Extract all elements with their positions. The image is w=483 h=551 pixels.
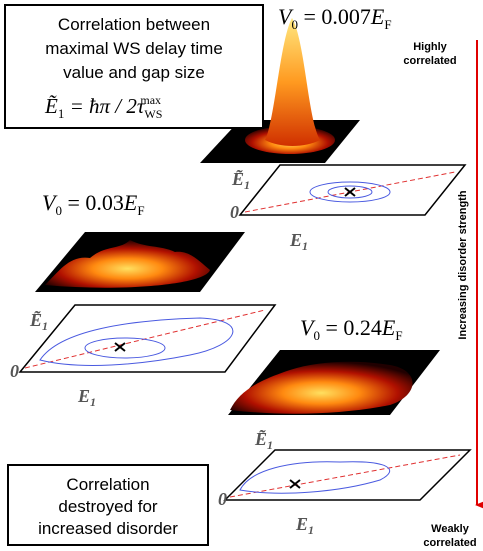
label-symbol: V [278,4,294,29]
contour [309,181,391,203]
label-value: = 0.007 [298,4,371,29]
label-value: = 0.03 [62,190,124,215]
label-sub: 0 [55,203,62,218]
note: Highly [413,41,447,53]
contour-plane [18,304,277,373]
label-symbol: V [42,190,58,215]
formula-symbol: Ẽ [44,94,58,118]
label-unit: E [381,315,396,340]
box-line: maximal WS delay time [45,39,223,58]
axis-symbol: Ẽ [29,310,42,330]
diagonal [229,454,461,498]
note: correlated [403,55,456,67]
contour [84,337,166,359]
x-axis-label: E1 [289,230,308,253]
box-line: Correlation [66,475,149,494]
x-axis-label: E1 [295,514,314,537]
box-line: destroyed for [58,497,158,516]
label-unit-sub: F [137,203,144,218]
origin-label: 0 [218,489,227,509]
formula-sub: WS [144,107,162,121]
axis-symbol: E [295,514,308,534]
contour-plane [223,449,472,501]
info-box [4,4,264,129]
box-line: Correlation between [58,15,210,34]
origin-label: 0 [230,202,239,222]
contour [239,461,391,494]
formula-sub: 1 [58,106,65,121]
label-unit-sub: F [395,328,402,343]
label-unit-sub: F [384,17,391,32]
x-axis-label: E1 [77,386,96,409]
label-sub: 0 [313,328,320,343]
axis-symbol: E [289,230,302,250]
formula-rest: = ħπ / 2τ [64,94,146,118]
label-symbol: V [300,315,316,340]
label-value: = 0.24 [320,315,382,340]
label-unit: E [123,190,138,215]
disorder-label: V0 = 0.03EF [42,190,145,218]
contour [39,317,234,366]
origin-label: 0 [10,361,19,381]
arrow-label: Increasing disorder strength [457,190,469,339]
box-line: value and gap size [63,63,205,82]
formula-sup: max [140,93,161,107]
axis-sub: 1 [308,523,314,537]
info-box [7,464,209,546]
heatmap-glow [45,240,210,288]
axis-sub: 1 [42,319,48,333]
axis-symbol: E [77,386,90,406]
max-marker [289,479,301,489]
formula: Ẽ1 = ħπ / 2τWSmax [44,93,162,121]
note: Weakly [431,523,470,535]
peak [265,18,320,146]
disorder-label: V0 = 0.007EF [278,4,392,32]
axis-sub: 1 [244,178,250,192]
max-marker [344,187,356,197]
axis-sub: 1 [90,395,96,409]
axis-symbol: Ẽ [231,169,244,189]
box-line: increased disorder [38,519,178,538]
y-axis-label: Ẽ1 [29,310,48,333]
axis-sub: 1 [267,438,273,452]
label-unit: E [370,4,385,29]
y-axis-label: Ẽ1 [254,429,273,452]
y-axis-label: Ẽ1 [231,169,250,192]
contour [327,185,373,199]
max-marker [114,342,126,352]
disorder-label: V0 = 0.24EF [300,315,403,343]
note: correlated [423,537,476,549]
label-sub: 0 [291,17,298,32]
axis-sub: 1 [302,239,308,253]
axis-symbol: Ẽ [254,429,267,449]
heatmap-glow [230,361,413,414]
